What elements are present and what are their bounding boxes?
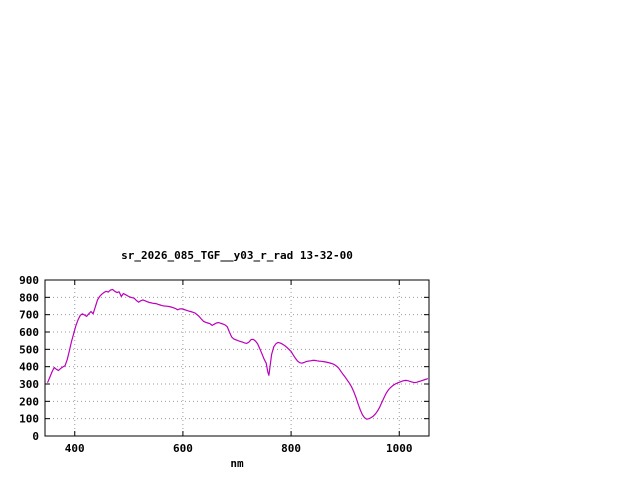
x-tick-label: 400 [65,442,85,455]
x-axis-label: nm [230,457,244,470]
y-tick-label: 900 [19,274,39,287]
x-tick-label: 600 [173,442,193,455]
y-tick-label: 300 [19,378,39,391]
y-tick-label: 600 [19,326,39,339]
y-tick-label: 400 [19,361,39,374]
y-tick-label: 500 [19,343,39,356]
plot-border [44,279,430,437]
x-tick-label: 1000 [386,442,413,455]
x-tick-label: 800 [281,442,301,455]
spectrum-line [47,288,428,420]
y-tick-label: 0 [32,430,39,443]
y-tick-label: 800 [19,291,39,304]
y-tick-label: 100 [19,413,39,426]
chart-title: sr_2026_085_TGF__y03_r_rad 13-32-00 [121,249,353,262]
y-tick-label: 700 [19,309,39,322]
y-tick-label: 200 [19,395,39,408]
